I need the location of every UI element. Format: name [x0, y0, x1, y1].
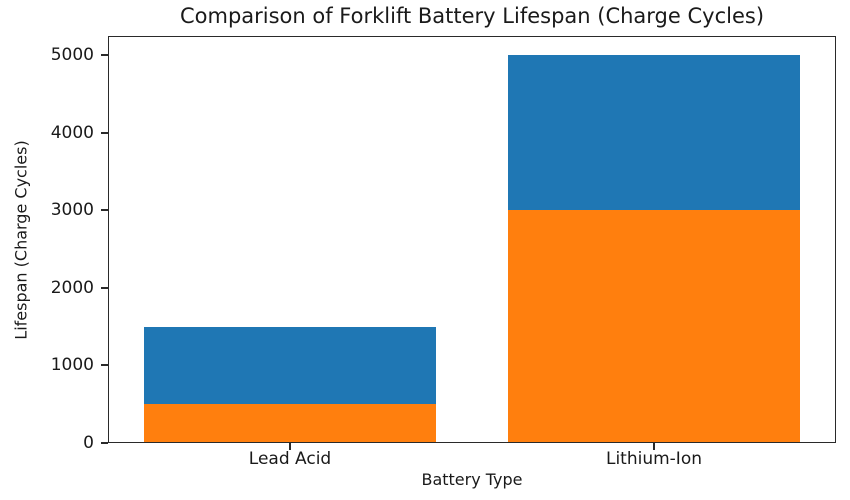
- y-tick-mark-5000: [101, 54, 108, 57]
- y-tick-mark-0: [101, 442, 108, 444]
- y-tick-label-0: 0: [83, 433, 94, 453]
- plot-area: [108, 36, 836, 443]
- y-tick-label-3000: 3000: [50, 200, 94, 221]
- y-tick-mark-2000: [101, 286, 108, 289]
- y-tick-label-5000: 5000: [50, 45, 94, 66]
- x-tick-mark-lead-acid: [289, 443, 291, 450]
- bar-lithium-ion-series-2: [508, 210, 800, 443]
- x-tick-mark-lithium-ion: [653, 443, 655, 450]
- y-tick-mark-4000: [101, 131, 108, 134]
- y-tick-mark-1000: [101, 364, 108, 367]
- x-tick-label-lithium-ion: Lithium-Ion: [605, 449, 702, 469]
- y-tick-label-1000: 1000: [50, 355, 94, 376]
- x-axis-label: Battery Type: [421, 470, 523, 489]
- y-tick-label-4000: 4000: [50, 122, 94, 143]
- chart-title: Comparison of Forklift Battery Lifespan …: [179, 4, 765, 28]
- y-tick-mark-3000: [101, 209, 108, 212]
- y-tick-label-2000: 2000: [50, 277, 94, 298]
- bar-lead-acid-series-2: [144, 404, 436, 443]
- x-tick-label-lead-acid: Lead Acid: [248, 449, 332, 469]
- y-axis-label: Lifespan (Charge Cycles): [11, 140, 31, 340]
